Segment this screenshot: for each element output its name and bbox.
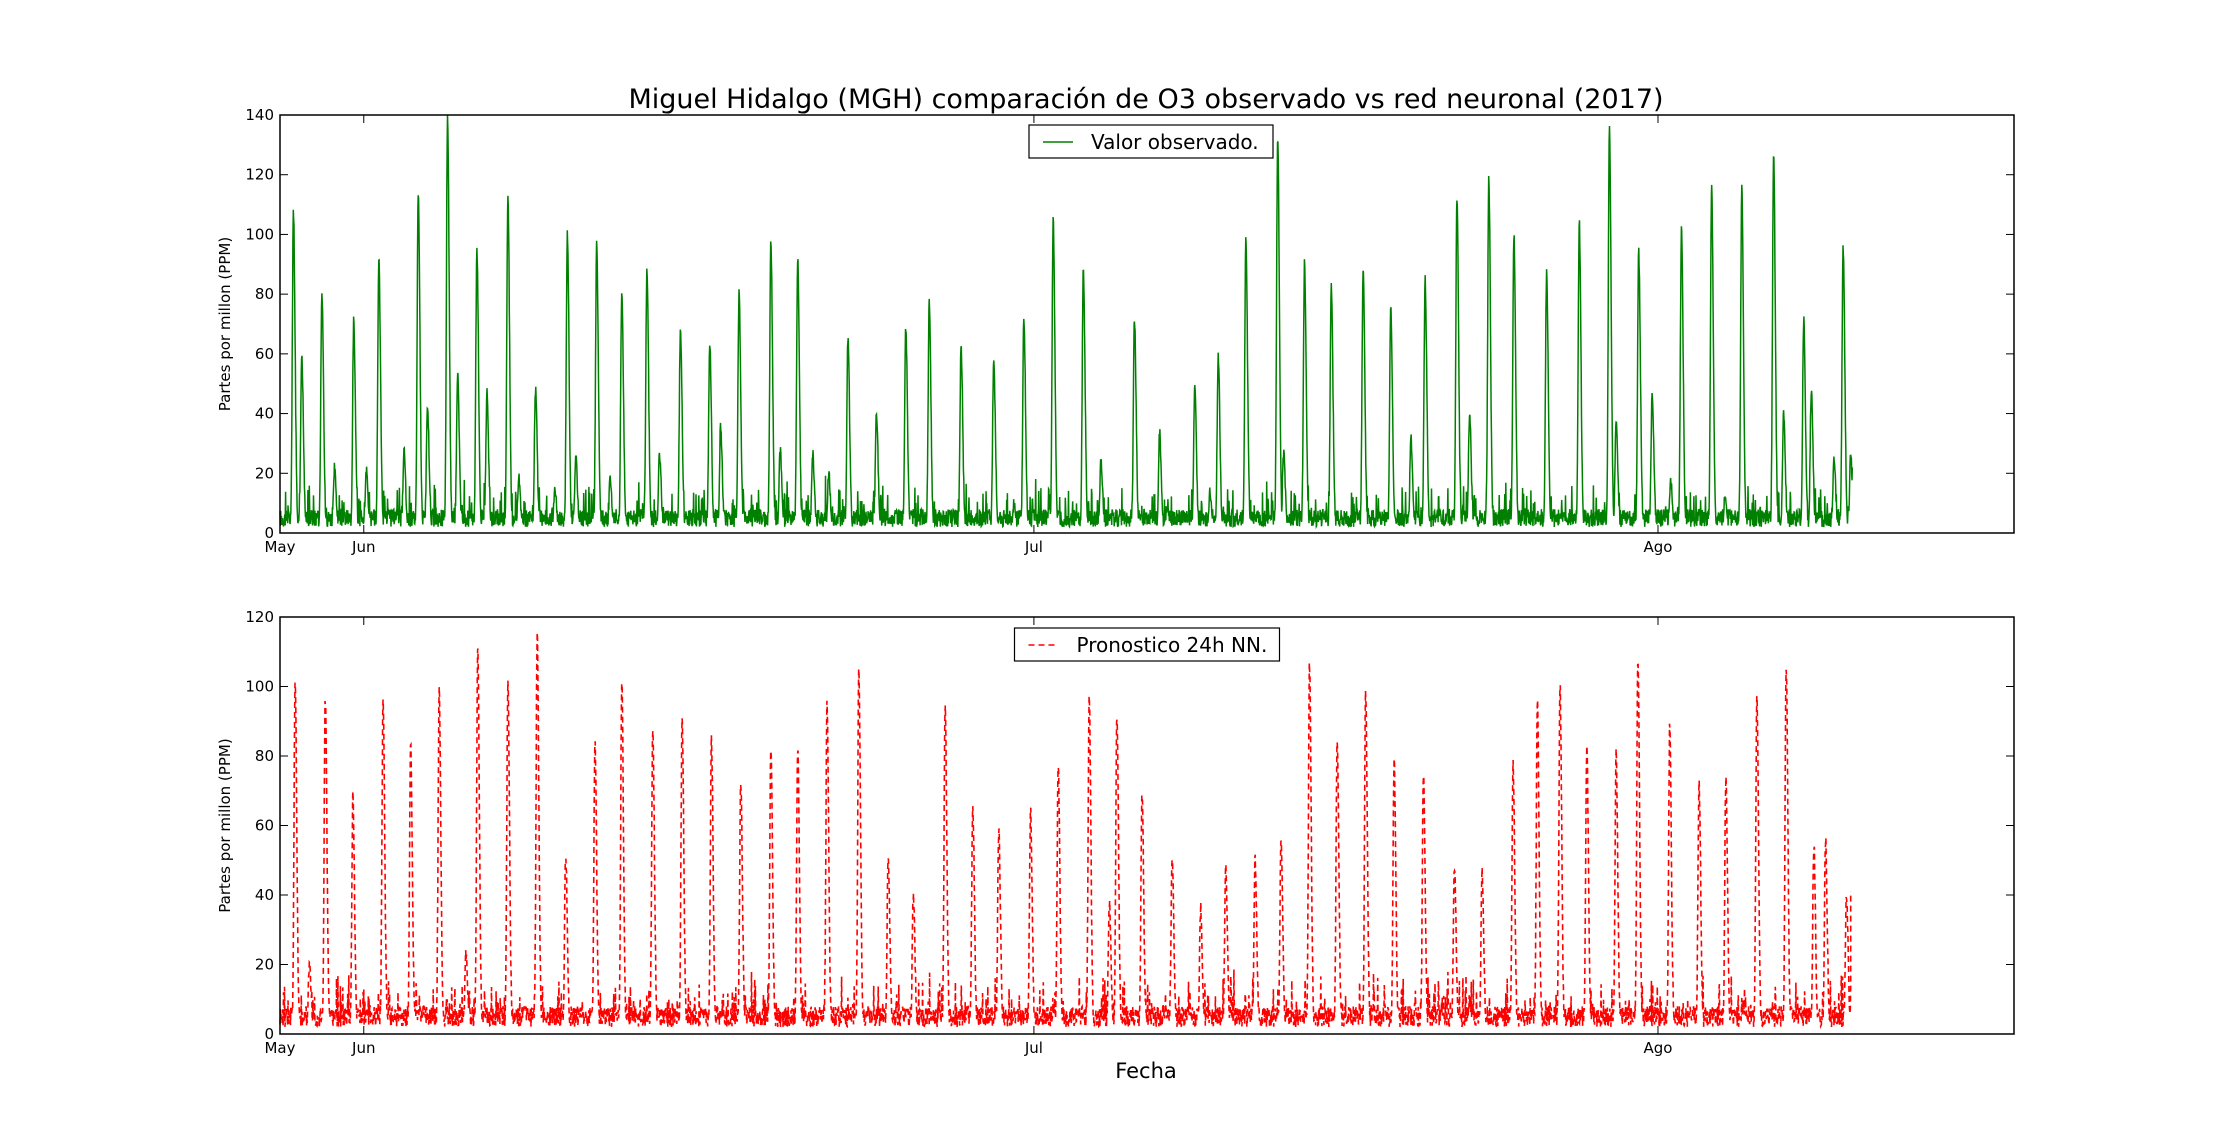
y-tick-label: 0 [264, 1025, 274, 1043]
y-axis-label: Partes por millon (PPM) [216, 237, 234, 411]
series-line-0-0 [279, 114, 1854, 530]
x-tick-label: Jun [351, 538, 375, 556]
y-tick-label: 120 [245, 166, 274, 184]
x-tick-label: May [264, 1039, 295, 1057]
y-tick-label: 0 [264, 524, 274, 542]
y-axis-label: Partes por millon (PPM) [216, 738, 234, 912]
legend-box [1013, 627, 1281, 662]
y-tick-label: 120 [245, 608, 274, 626]
y-tick-label: 40 [255, 405, 274, 423]
y-tick-label: 40 [255, 886, 274, 904]
x-tick-label: Ago [1644, 538, 1673, 556]
y-tick-label: 100 [245, 225, 274, 243]
x-tick-label: May [264, 538, 295, 556]
y-tick-label: 100 [245, 678, 274, 696]
chart-title: Miguel Hidalgo (MGH) comparación de O3 o… [628, 84, 1663, 115]
top-chart-axes: 0 20 40 60 80 100 120 140 May Jun Jul Ago Partes por… [216, 106, 2015, 556]
x-tick-label: Jun [351, 1039, 375, 1057]
series-line-1-0 [279, 632, 1852, 1030]
x-axis-title: Fecha [1115, 1059, 1177, 1083]
y-tick-label: 140 [245, 106, 274, 124]
legend-label: Pronostico 24h NN. [1077, 633, 1268, 657]
plot-frame [279, 616, 2015, 1035]
x-tick-label: Jul [1024, 538, 1043, 556]
y-tick-label: 80 [255, 747, 274, 765]
legend-label: Valor observado. [1091, 130, 1259, 154]
y-tick-label: 60 [255, 817, 274, 835]
plot-frame [279, 114, 2015, 534]
y-tick-label: 20 [255, 464, 274, 482]
bottom-chart-axes: 0 20 40 60 80 100 120 May Jun Jul Ago Partes por mi… [216, 608, 2015, 1057]
x-tick-label: Ago [1644, 1039, 1673, 1057]
y-tick-label: 60 [255, 345, 274, 363]
y-tick-label: 80 [255, 285, 274, 303]
y-tick-label: 20 [255, 956, 274, 974]
x-tick-label: Jul [1024, 1039, 1043, 1057]
